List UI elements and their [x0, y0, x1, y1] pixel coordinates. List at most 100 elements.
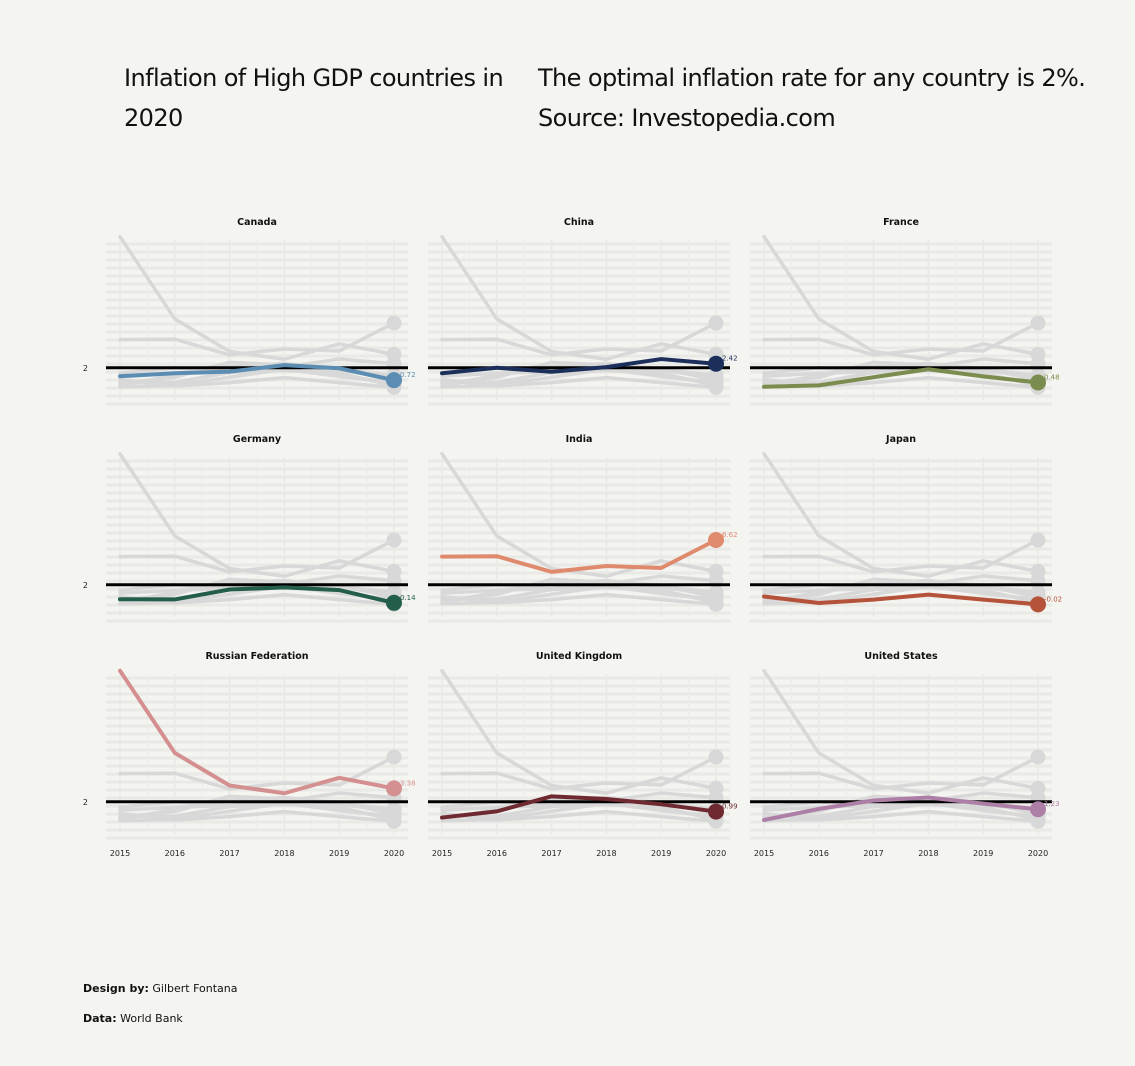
background-line-germany [440, 585, 718, 605]
background-line-japan [440, 375, 718, 390]
credit-design-value: Gilbert Fontana [152, 982, 238, 995]
series-end-point [1030, 374, 1046, 391]
background-line-japan [440, 592, 718, 607]
background-line-united-states [118, 578, 396, 605]
panel-canada: Canada 2 0.72 [83, 217, 416, 406]
background-line-russian-federation [440, 668, 718, 795]
background-end-point [386, 749, 402, 765]
credit-data-label: Data: [83, 1012, 117, 1025]
background-end-point [386, 532, 402, 548]
background-line-germany [118, 368, 396, 388]
background-line-united-states [440, 361, 718, 388]
panel-india: India 6.62 [428, 434, 738, 623]
panel-france: France 0.48 [750, 217, 1060, 406]
background-line-japan [118, 809, 396, 824]
subtitle-note: The optimal inflation rate for any count… [538, 64, 1086, 92]
series-line-japan [762, 592, 1040, 607]
x-tick-label: 2019 [651, 849, 671, 858]
series-line-france [762, 367, 1040, 389]
panel-germany: Germany 2 0.14 [83, 434, 416, 623]
credit-data-value: World Bank [120, 1012, 183, 1025]
x-tick-label: 2015 [110, 849, 130, 858]
background-line-russian-federation [762, 668, 1040, 795]
background-line-united-states [118, 795, 396, 822]
background-line-russian-federation [118, 451, 396, 578]
background-line-russian-federation [440, 234, 718, 361]
background-line-germany [762, 585, 1040, 605]
background-line-russian-federation [762, 234, 1040, 361]
panel-japan: Japan -0.02 [750, 434, 1062, 623]
credit-design-label: Design by: [83, 982, 149, 995]
series-end-point [1030, 801, 1046, 818]
background-line-japan [118, 592, 396, 607]
background-end-point [1030, 346, 1046, 362]
x-tick-label: 2016 [487, 849, 507, 858]
background-line-united-states [762, 361, 1040, 388]
background-line-germany [118, 802, 396, 822]
x-tick-label: 2019 [329, 849, 349, 858]
end-value-label: 2.42 [722, 355, 738, 363]
panel-title: Germany [233, 434, 282, 445]
panel-title: Russian Federation [205, 651, 308, 662]
x-tick-label: 2016 [165, 849, 185, 858]
x-tick-label: 2018 [918, 849, 938, 858]
series-end-point [708, 355, 724, 372]
background-end-point [386, 346, 402, 362]
background-line-japan [118, 375, 396, 390]
x-tick-label: 2018 [596, 849, 616, 858]
background-end-point [386, 801, 402, 817]
end-value-label: 0.14 [400, 594, 416, 602]
panel-title: United States [864, 651, 938, 662]
background-line-japan [762, 809, 1040, 824]
credit-design: Design by: Gilbert Fontana [83, 982, 238, 995]
panel-title: Japan [885, 434, 916, 445]
x-tick-label: 2016 [809, 849, 829, 858]
background-end-point [1030, 584, 1046, 600]
series-line-china [440, 357, 718, 376]
subtitle-source: Source: Investopedia.com [538, 104, 836, 132]
x-tick-label: 2017 [219, 849, 239, 858]
background-line-japan [440, 809, 718, 824]
end-value-label: 6.62 [722, 531, 738, 539]
background-line-russian-federation [118, 234, 396, 361]
series-line-united-states [762, 795, 1040, 822]
background-line-russian-federation [762, 451, 1040, 578]
x-tick-label: 2020 [384, 849, 404, 858]
background-end-point [386, 315, 402, 331]
end-value-label: 0.48 [1044, 374, 1060, 382]
panel-title: Canada [237, 217, 277, 228]
background-end-point [1030, 780, 1046, 796]
chart-subtitle: The optimal inflation rate for any count… [538, 58, 1108, 138]
reference-label: 2 [83, 798, 88, 807]
panel-russian-federation: Russian Federation 2 3.38 2015 2016 2017 2018 2… [83, 651, 416, 858]
series-end-point [386, 372, 402, 389]
background-line-united-states [440, 578, 718, 605]
x-tick-label: 2019 [973, 849, 993, 858]
end-value-label: -0.02 [1044, 595, 1062, 603]
background-end-point [1030, 749, 1046, 765]
series-end-point [708, 532, 724, 549]
series-line-canada [118, 363, 396, 383]
reference-label: 2 [83, 581, 88, 590]
background-end-point [386, 563, 402, 579]
panel-united-states: United States 1.23 2015 2016 2017 2018 2019 202… [750, 651, 1060, 858]
end-value-label: 3.38 [400, 779, 416, 787]
x-tick-label: 2020 [706, 849, 726, 858]
panel-united-kingdom: United Kingdom 0.99 2015 2016 2017 2018 2019 20… [428, 651, 738, 858]
x-tick-label: 2017 [541, 849, 561, 858]
chart-title: Inflation of High GDP countries in 2020 [124, 64, 504, 132]
end-value-label: 0.99 [722, 803, 738, 811]
series-end-point [1030, 596, 1046, 613]
background-end-point [708, 563, 724, 579]
background-end-point [708, 749, 724, 765]
background-line-germany [440, 368, 718, 388]
series-line-germany [118, 585, 396, 605]
background-end-point [1030, 315, 1046, 331]
background-end-point [708, 315, 724, 331]
end-value-label: 0.72 [400, 371, 416, 379]
background-line-germany [762, 802, 1040, 822]
series-end-point [386, 780, 402, 797]
series-line-india [440, 538, 718, 574]
series-end-point [708, 803, 724, 820]
